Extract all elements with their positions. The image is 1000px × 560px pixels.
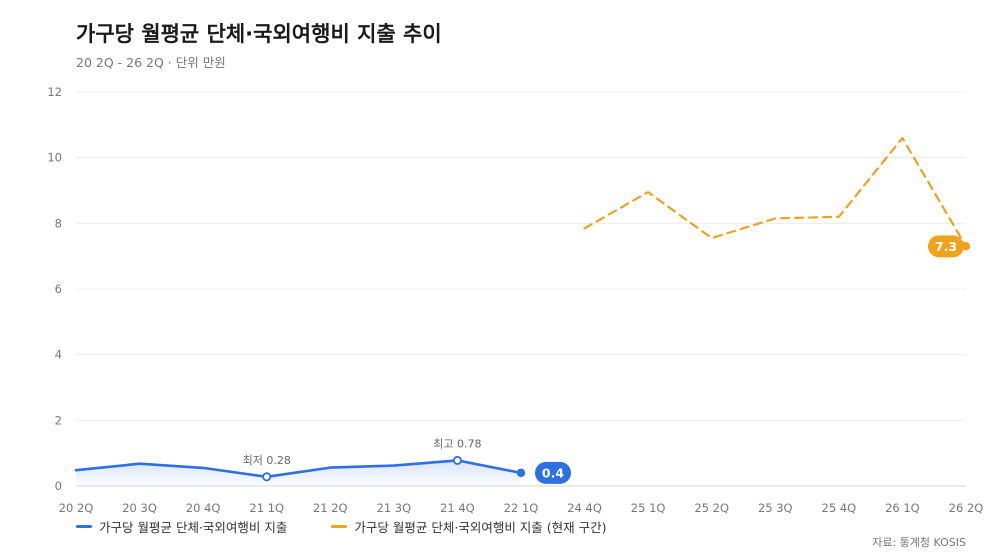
y-tick-label: 4 [55,348,62,362]
x-tick-label: 24 4Q [567,501,602,515]
y-tick-label: 0 [55,479,62,493]
y-tick-label: 10 [47,151,62,165]
end-label-text: 7.3 [935,239,957,254]
y-tick-label: 6 [55,282,62,296]
legend-item-orange[interactable]: 가구당 월평균 단체·국외여행비 지출 (현재 구간) [331,517,607,536]
end-label-badge [535,461,571,484]
end-label-text: 0.4 [542,465,564,480]
x-tick-label: 25 3Q [758,501,793,515]
x-tick-label: 21 4Q [440,501,475,515]
x-tick-label: 26 1Q [885,501,920,515]
annotations: 최저 0.28 최고 0.78 0.4 7.3 [243,235,971,484]
y-axis-ticks: 0 2 4 6 8 10 12 [47,85,62,493]
x-tick-label: 20 4Q [186,501,221,515]
annotation-point [452,455,462,465]
end-label-badge [928,235,964,258]
legend-swatch-blue [76,525,92,528]
annotation-label: 최저 0.28 [243,454,291,467]
y-tick-label: 8 [55,216,62,230]
legend-label-orange: 가구당 월평균 단체·국외여행비 지출 (현재 구간) [354,520,607,535]
x-tick-label: 21 3Q [377,501,412,515]
legend-label-blue: 가구당 월평균 단체·국외여행비 지출 [99,520,288,535]
series-line-1 [583,136,968,248]
legend: 가구당 월평균 단체·국외여행비 지출 가구당 월평균 단체·국외여행비 지출 … [76,517,607,536]
x-tick-label: 25 2Q [694,501,729,515]
y-tick-label: 12 [47,85,62,99]
y-tick-label: 2 [55,413,62,427]
series-layer [74,136,968,486]
x-tick-label: 25 1Q [631,501,666,515]
legend-swatch-orange [331,525,348,528]
x-tick-label: 25 4Q [822,501,857,515]
x-tick-label: 21 1Q [249,501,284,515]
x-tick-label: 20 3Q [122,501,157,515]
x-tick-label: 21 2Q [313,501,348,515]
grid-lines [76,91,966,487]
chart-title: 가구당 월평균 단체·국외여행비 지출 추이 [76,22,442,46]
chart-subtitle: 20 2Q - 26 2Q · 단위 만원 [76,55,226,70]
end-point [516,468,526,478]
x-tick-label: 26 2Q [949,501,984,515]
series-line-0 [74,459,523,479]
legend-item-blue[interactable]: 가구당 월평균 단체·국외여행비 지출 [76,517,287,536]
x-tick-label: 22 1Q [504,501,539,515]
end-point [961,242,971,251]
annotation-label: 최고 0.78 [433,437,481,450]
x-tick-label: 20 2Q [59,501,94,515]
annotation-point [262,472,272,482]
source-note: 자료: 통계청 KOSIS [872,536,966,549]
x-axis-ticks: 20 2Q 20 3Q 20 4Q 21 1Q 21 2Q 21 3Q 21 4Q 22 1Q… [59,501,984,515]
